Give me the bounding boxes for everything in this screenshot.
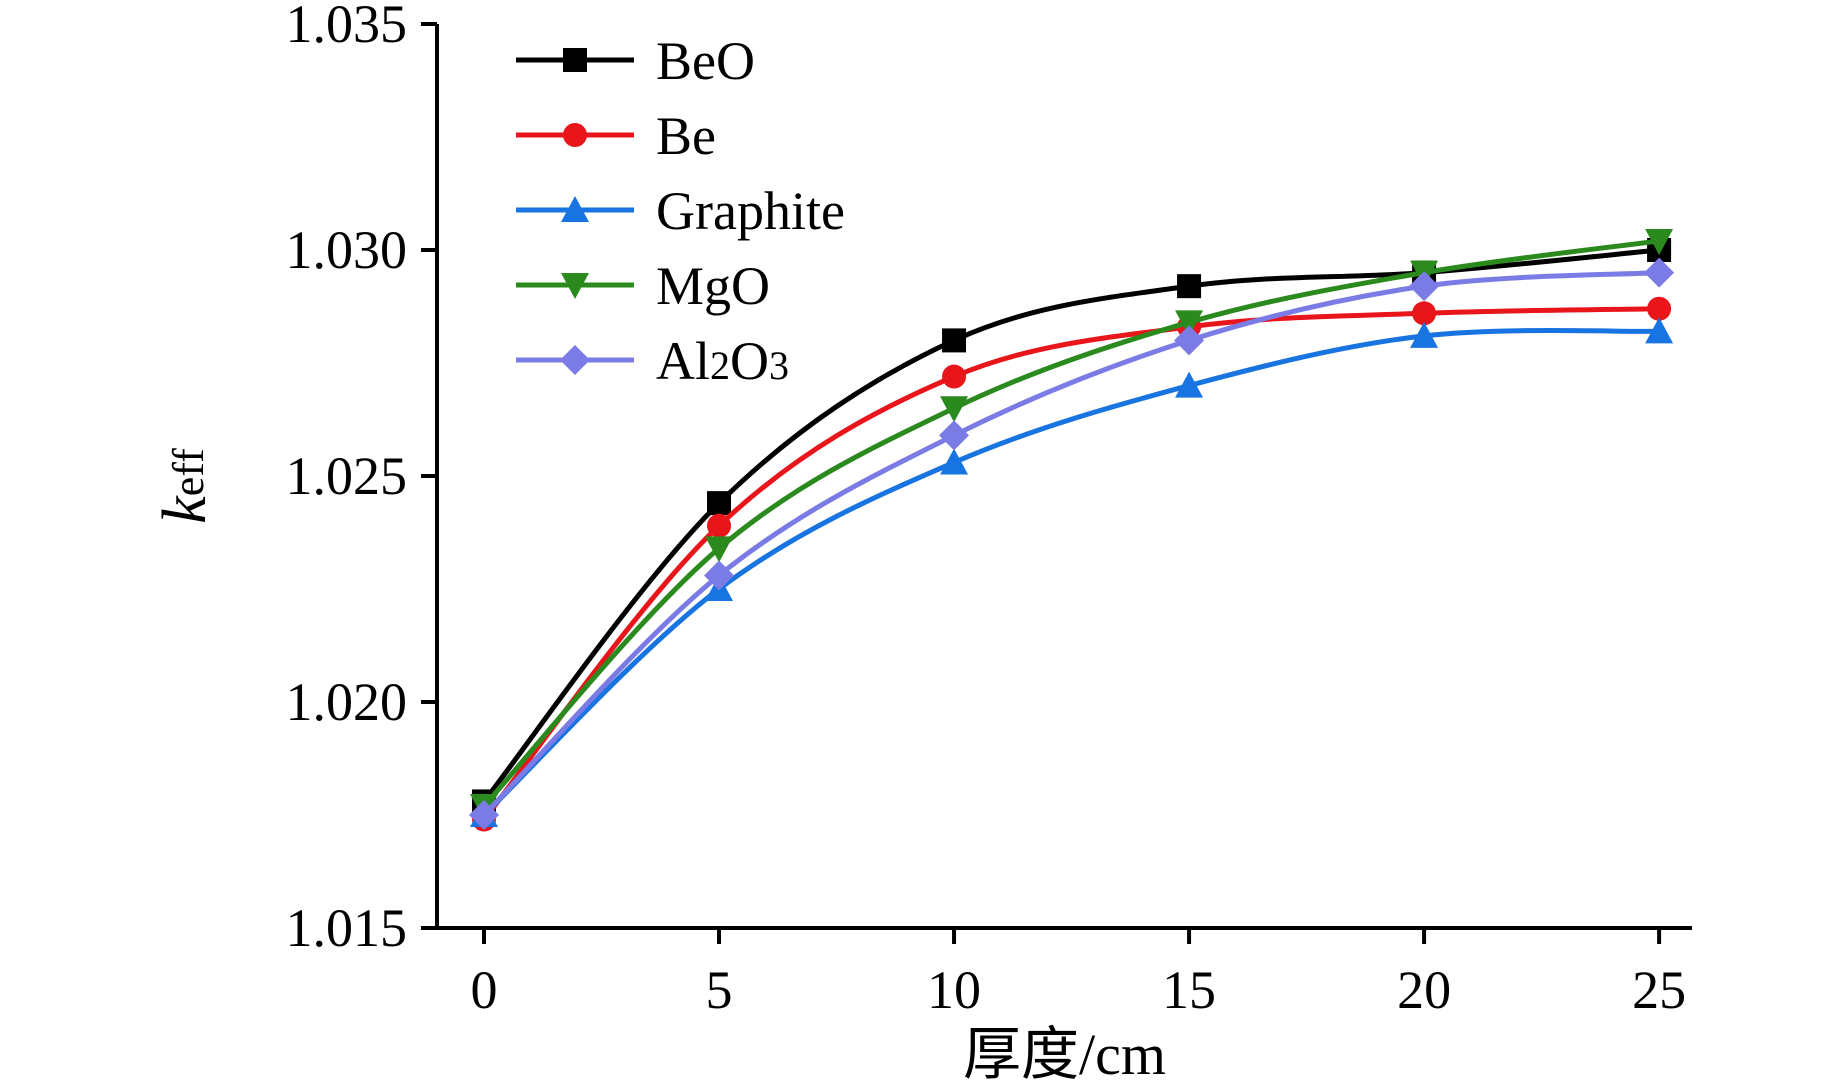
legend-label: Be [656, 106, 716, 166]
x-tick-label: 5 [706, 960, 733, 1020]
series-line-graphite [482, 328, 1660, 817]
data-point-graphite [1645, 317, 1674, 344]
x-tick-label: 15 [1162, 960, 1216, 1020]
legend-item-be: Be [516, 106, 716, 166]
y-tick-label: 1.025 [286, 446, 408, 506]
data-point-beo [1177, 274, 1202, 299]
data-point-be [1412, 301, 1437, 326]
y-tick-label: 1.035 [286, 0, 408, 54]
legend-label: Graphite [656, 181, 845, 241]
legend-marker [561, 196, 589, 222]
legend-marker [560, 345, 590, 375]
legend-item-beo: BeO [516, 31, 755, 91]
legend-marker [563, 123, 587, 147]
data-point-mgo [1645, 228, 1674, 255]
data-point-mgo [1175, 310, 1204, 337]
legend-item-mgo: MgO [516, 256, 770, 316]
series-mgo [470, 228, 1674, 820]
data-point-be [1647, 296, 1672, 321]
data-point-al2o3 [1174, 325, 1205, 356]
series-beo [472, 238, 1672, 814]
series-be [472, 296, 1672, 832]
series-line-al2o3 [482, 270, 1660, 817]
legend-label: BeO [656, 31, 755, 91]
data-point-graphite [940, 448, 969, 475]
legend-label: MgO [656, 256, 770, 316]
y-axis-title-main: k [151, 495, 219, 524]
data-point-be [707, 513, 732, 538]
data-point-be [942, 364, 967, 389]
y-tick-label: 1.030 [286, 220, 408, 280]
x-tick-label: 25 [1632, 960, 1686, 1020]
legend-label: Al2O3 [656, 331, 789, 391]
data-point-beo [942, 328, 967, 353]
x-tick-label: 10 [927, 960, 981, 1020]
data-point-beo [707, 491, 732, 516]
series-line-be [482, 306, 1660, 822]
series-al2o3 [469, 257, 1675, 830]
legend-marker [563, 48, 587, 72]
y-tick-label: 1.015 [286, 898, 408, 958]
legend-marker [561, 273, 589, 299]
data-point-al2o3 [939, 420, 970, 451]
data-point-mgo [940, 396, 969, 423]
legend-item-graphite: Graphite [516, 181, 845, 241]
series-graphite [470, 317, 1674, 827]
x-tick-label: 0 [471, 960, 498, 1020]
series-layer [469, 228, 1675, 832]
data-point-al2o3 [469, 800, 500, 830]
y-axis-title: keff [151, 448, 219, 524]
x-tick-label: 20 [1397, 960, 1451, 1020]
data-point-al2o3 [1644, 257, 1675, 288]
legend-item-al2o3: Al2O3 [516, 331, 789, 391]
data-point-mgo [705, 536, 734, 563]
legend: BeO Be Graphite MgO Al2O3 [516, 31, 845, 391]
data-point-al2o3 [704, 560, 735, 591]
y-tick-label: 1.020 [286, 672, 408, 732]
x-axis-title: 厚度/cm [963, 1022, 1166, 1087]
ticks-layer: 0 5 10 15 20 25 1.015 1.020 1.025 1.030 1.035 [286, 0, 1687, 1020]
data-point-graphite [1175, 371, 1204, 398]
y-axis-title-sub: eff [164, 448, 213, 496]
data-point-graphite [1410, 321, 1439, 348]
series-line-mgo [482, 238, 1660, 808]
axes-layer [435, 24, 1692, 930]
data-point-al2o3 [1409, 271, 1440, 302]
